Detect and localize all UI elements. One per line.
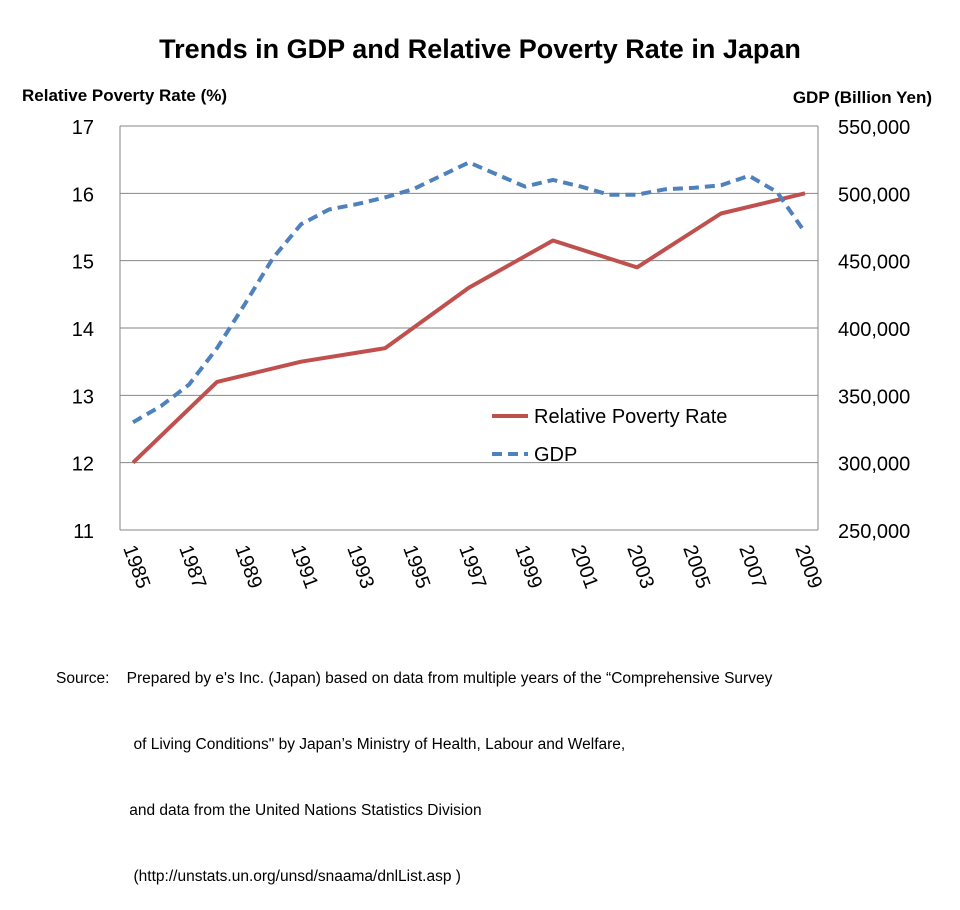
right-tick-label: 400,000: [838, 319, 910, 341]
right-tick-label: 300,000: [838, 454, 910, 476]
right-tick-label: 550,000: [838, 117, 910, 139]
source-line-3: and data from the United Nations Statist…: [56, 802, 482, 819]
x-tick-label: 1995: [398, 542, 434, 591]
x-tick-label: 2009: [790, 542, 826, 591]
series-line-relative-poverty-rate: [131, 191, 806, 465]
x-tick-label: 1997: [454, 542, 490, 591]
left-tick-label: 13: [72, 386, 94, 408]
left-tick-label: 16: [72, 184, 94, 206]
x-tick-label: 2007: [734, 542, 770, 591]
x-tick-label: 1993: [342, 542, 378, 591]
x-tick-label: 2001: [566, 542, 602, 591]
source-line-1: Source: Prepared by e's Inc. (Japan) bas…: [56, 670, 773, 687]
series-line-gdp: [131, 160, 807, 425]
right-tick-label: 350,000: [838, 386, 910, 408]
chart-plot: 11 12 13 14 15 16 17 250,000 300,000 350,000 400,0…: [72, 117, 911, 592]
left-tick-label: 12: [72, 454, 94, 476]
source-line-4: (http://unstats.un.org/unsd/snaama/dnlLi…: [56, 868, 461, 885]
x-tick-label: 1985: [118, 542, 154, 591]
right-tick-label: 500,000: [838, 184, 910, 206]
right-tick-label: 450,000: [838, 252, 910, 274]
source-line-2: of Living Conditions" by Japan’s Ministr…: [56, 736, 626, 753]
left-tick-label: 17: [72, 117, 94, 139]
left-tick-label: 15: [72, 252, 94, 274]
left-axis-title: Relative Poverty Rate (%): [22, 86, 228, 105]
left-tick-label: 11: [73, 521, 94, 543]
x-tick-label: 2005: [678, 542, 714, 591]
x-tick-label: 2003: [622, 542, 658, 591]
legend-label: GDP: [534, 444, 577, 466]
chart-title: Trends in GDP and Relative Poverty Rate …: [159, 34, 801, 64]
right-axis-title: GDP (Billion Yen): [792, 88, 932, 107]
legend-label: Relative Poverty Rate: [534, 406, 727, 428]
source-note: Source: Prepared by e's Inc. (Japan) bas…: [56, 624, 772, 910]
right-tick-label: 250,000: [838, 521, 910, 543]
x-tick-label: 1999: [510, 542, 546, 591]
x-tick-label: 1989: [230, 542, 266, 591]
x-tick-label: 1991: [286, 542, 322, 591]
x-tick-label: 1987: [174, 542, 210, 591]
left-tick-label: 14: [72, 319, 94, 341]
